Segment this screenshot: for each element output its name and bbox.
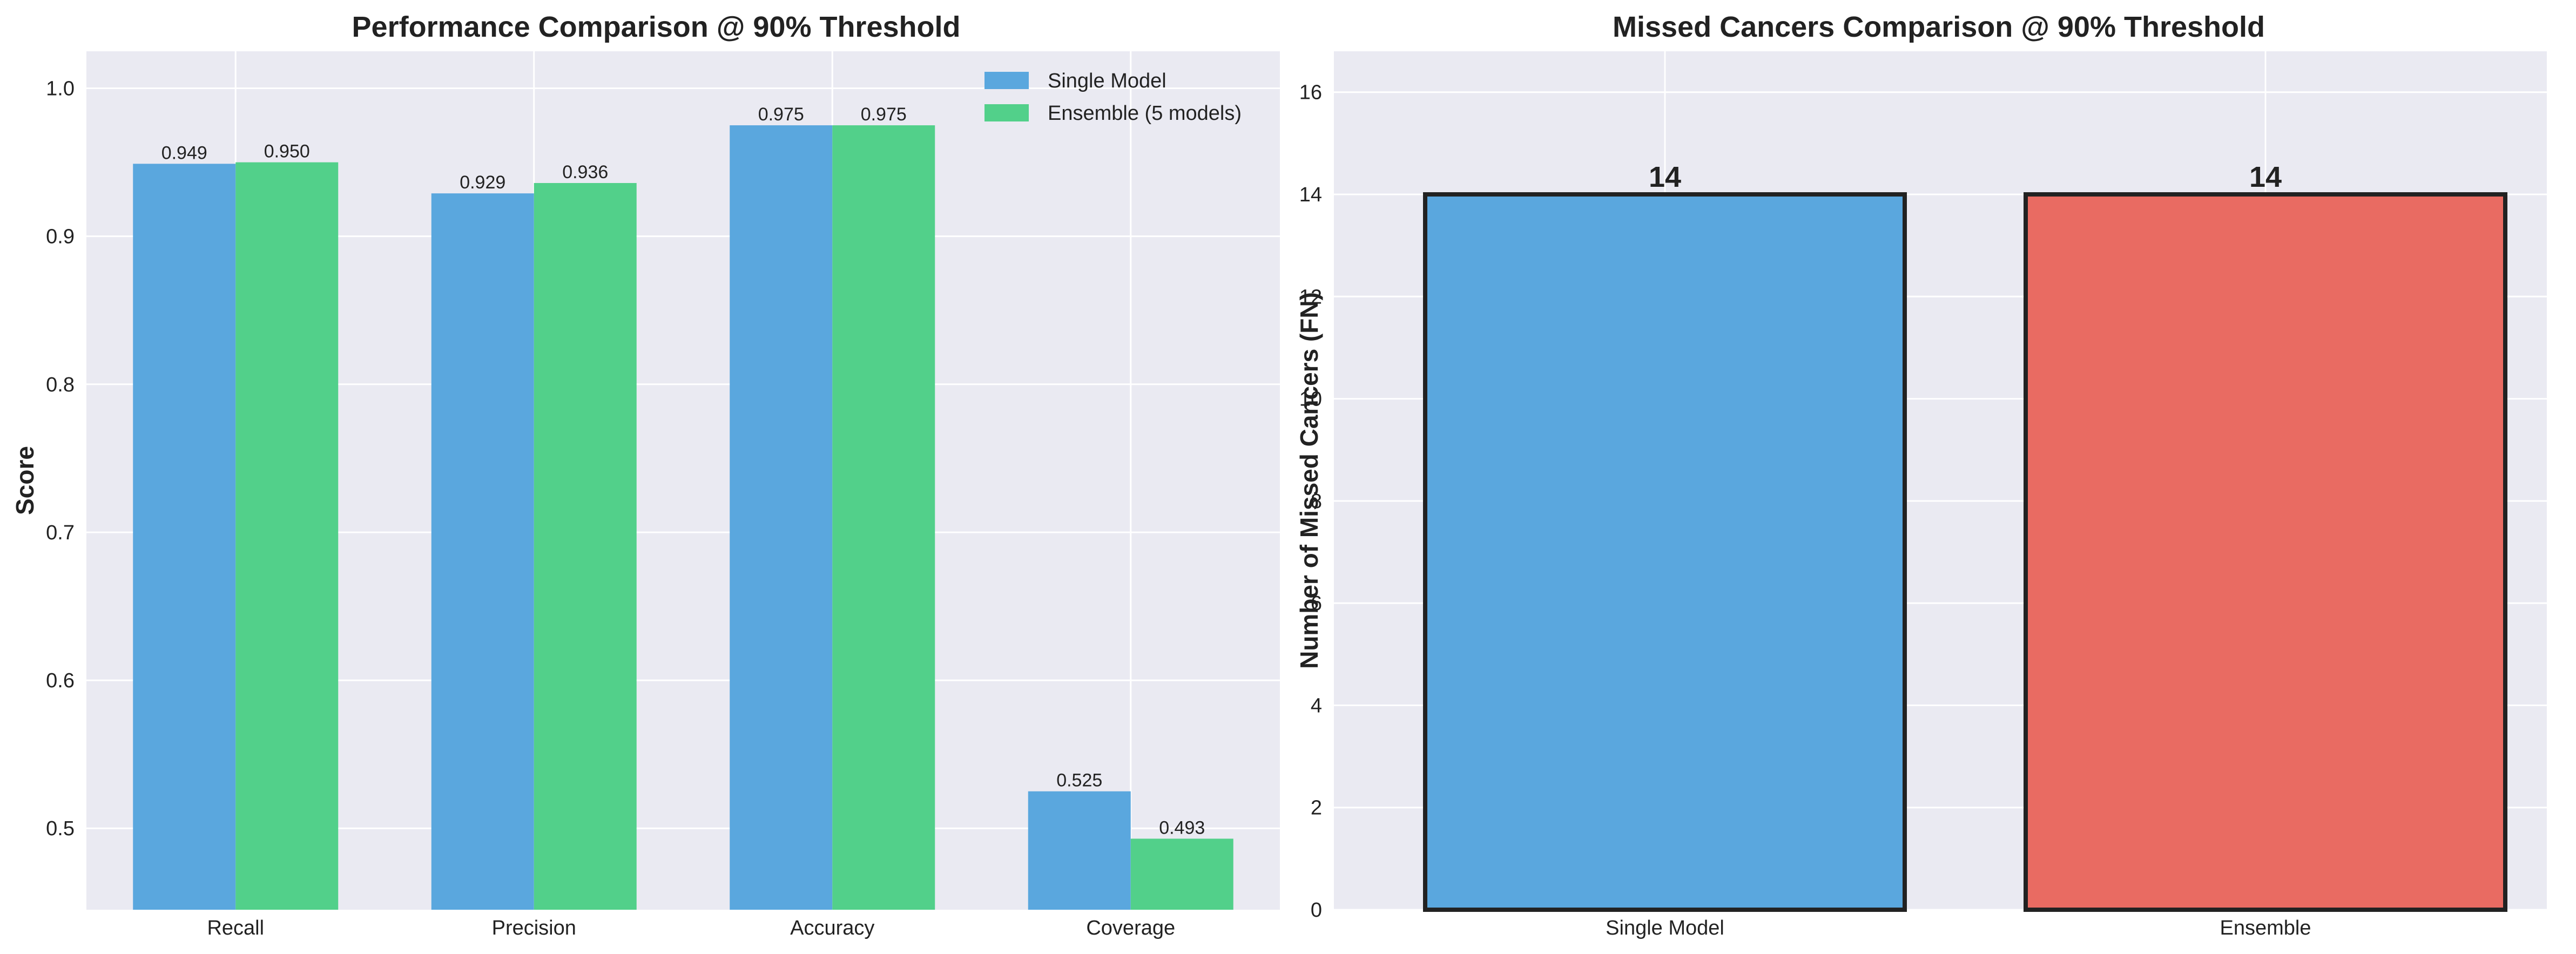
y-tick-label: 0 — [1311, 899, 1322, 922]
x-tick-label: Accuracy — [790, 917, 874, 939]
bar-labels: 0.949 0.929 0.975 0.525 0.950 0.936 0.975 0.493 — [161, 104, 1205, 838]
bars — [1423, 192, 2507, 912]
bar-value-label: 14 — [2249, 161, 2282, 193]
bar-ensemble — [534, 182, 637, 910]
y-axis-label: Score — [11, 446, 39, 515]
legend: Single Model Ensemble (5 models) — [984, 70, 1242, 125]
bar-value-label: 0.936 — [562, 162, 608, 182]
y-tick-label: 0.6 — [46, 669, 75, 692]
y-tick-label: 6 — [1311, 592, 1322, 615]
y-tick-labels: 0.5 0.6 0.7 0.8 0.9 1.0 — [46, 78, 75, 841]
x-tick-label: Coverage — [1086, 917, 1175, 939]
y-tick-label: 12 — [1299, 286, 1322, 308]
y-tick-label: 0.9 — [46, 226, 75, 248]
legend-label-single: Single Model — [1048, 70, 1166, 92]
bar-single-model — [133, 164, 236, 910]
y-axis-label: Number of Missed Cancers (FN) — [1295, 292, 1323, 669]
bar-single-model — [1028, 791, 1131, 910]
performance-chart: Performance Comparison @ 90% Threshold 0… — [11, 11, 1280, 939]
y-tick-label: 10 — [1299, 388, 1322, 411]
x-tick-label: Ensemble — [2220, 917, 2311, 939]
legend-swatch-single — [984, 72, 1029, 89]
y-tick-label: 0.7 — [46, 522, 75, 544]
y-tick-label: 14 — [1299, 184, 1322, 206]
bar-value-label: 14 — [1649, 161, 1681, 193]
y-tick-label: 16 — [1299, 82, 1322, 104]
missed-cancers-chart: Missed Cancers Comparison @ 90% Threshol… — [1295, 11, 2547, 939]
chart-title: Missed Cancers Comparison @ 90% Threshol… — [1613, 11, 2265, 43]
y-tick-labels: 0 2 4 6 8 10 12 14 16 — [1299, 82, 1322, 922]
y-tick-label: 0.5 — [46, 817, 75, 840]
x-tick-labels: Single Model Ensemble — [1606, 917, 2311, 939]
bar-single-model — [431, 193, 534, 910]
bar-value-label: 0.929 — [460, 172, 505, 193]
x-tick-label: Single Model — [1606, 917, 1724, 939]
y-tick-label: 2 — [1311, 797, 1322, 820]
bars — [133, 125, 1233, 910]
bar-single-model — [1423, 192, 1907, 912]
bar-ensemble — [832, 125, 935, 910]
bar-single-model — [730, 125, 833, 910]
chart-title: Performance Comparison @ 90% Threshold — [352, 11, 961, 43]
bar-value-label: 0.525 — [1056, 770, 1102, 791]
bar-value-label: 0.975 — [861, 104, 907, 125]
bar-value-label: 0.493 — [1159, 817, 1205, 838]
x-tick-labels: Recall Precision Accuracy Coverage — [207, 917, 1175, 939]
bar-value-label: 0.950 — [264, 141, 310, 162]
x-tick-label: Recall — [207, 917, 264, 939]
bar-ensemble — [1130, 838, 1233, 910]
y-tick-label: 0.8 — [46, 374, 75, 396]
bar-value-label: 0.949 — [161, 143, 207, 163]
bar-ensemble — [235, 162, 339, 910]
y-tick-label: 1.0 — [46, 78, 75, 100]
y-tick-label: 8 — [1311, 490, 1322, 513]
legend-swatch-ensemble — [984, 104, 1029, 121]
y-tick-label: 4 — [1311, 694, 1322, 717]
bar-labels: 14 14 — [1649, 161, 2282, 193]
x-tick-label: Precision — [492, 917, 576, 939]
legend-label-ensemble: Ensemble (5 models) — [1048, 102, 1242, 125]
bar-value-label: 0.975 — [758, 104, 804, 125]
bar-ensemble — [2024, 192, 2507, 912]
